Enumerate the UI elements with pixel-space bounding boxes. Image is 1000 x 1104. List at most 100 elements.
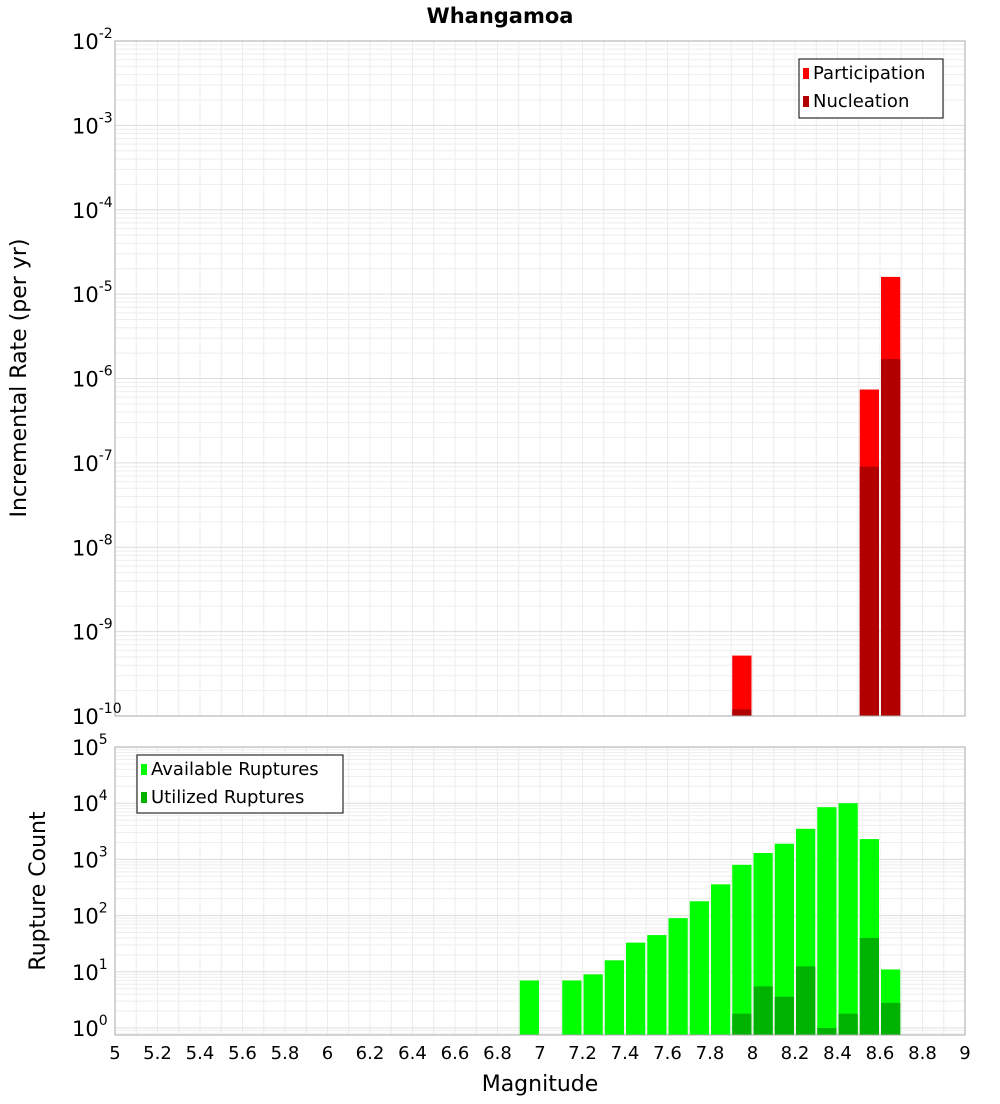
y-tick-exponent: -7 bbox=[99, 448, 113, 464]
x-tick-label: 8 bbox=[747, 1043, 758, 1064]
x-tick-label: 6 bbox=[322, 1043, 333, 1064]
x-tick-label: 6.8 bbox=[483, 1043, 512, 1064]
available-ruptures-bar bbox=[647, 935, 667, 1035]
y-tick-base: 10 bbox=[72, 199, 99, 223]
y-tick-label: 10-6 bbox=[72, 364, 113, 392]
y-tick-exponent: -9 bbox=[99, 617, 113, 633]
y-tick-base: 10 bbox=[72, 1017, 99, 1041]
y-tick-exponent: 3 bbox=[99, 844, 108, 860]
y-tick-base: 10 bbox=[72, 736, 99, 760]
available-ruptures-bar bbox=[562, 980, 582, 1035]
y-tick-label: 10-9 bbox=[72, 617, 113, 645]
y-tick-base: 10 bbox=[72, 368, 99, 392]
y-tick-label: 10-8 bbox=[72, 532, 113, 560]
y-tick-exponent: -5 bbox=[99, 279, 113, 295]
y-tick-exponent: 2 bbox=[99, 901, 108, 917]
utilized-ruptures-bar bbox=[817, 1027, 837, 1035]
available-ruptures-bar bbox=[838, 803, 858, 1035]
x-tick-label: 7.8 bbox=[696, 1043, 725, 1064]
y-tick-exponent: 4 bbox=[99, 788, 108, 804]
y-tick-base: 10 bbox=[72, 705, 99, 729]
y-tick-exponent: -4 bbox=[99, 195, 113, 211]
available-ruptures-bar bbox=[817, 807, 837, 1035]
x-tick-label: 9 bbox=[959, 1043, 970, 1064]
y-tick-label: 100 bbox=[72, 1013, 108, 1041]
y-tick-label: 10-7 bbox=[72, 448, 113, 476]
x-tick-label: 7 bbox=[534, 1043, 545, 1064]
legend-label: Nucleation bbox=[813, 91, 909, 112]
legend-swatch bbox=[141, 764, 147, 775]
y-tick-base: 10 bbox=[72, 283, 99, 307]
top-bars bbox=[732, 276, 901, 716]
top-y-axis-label: Incremental Rate (per yr) bbox=[7, 239, 32, 518]
y-tick-label: 10-10 bbox=[72, 701, 122, 729]
available-ruptures-bar bbox=[583, 974, 603, 1035]
y-tick-base: 10 bbox=[72, 792, 99, 816]
x-tick-label: 6.6 bbox=[441, 1043, 470, 1064]
x-tick-label: 5 bbox=[109, 1043, 120, 1064]
legend-box bbox=[798, 58, 944, 119]
x-tick-labels: 5 5.2 5.4 5.6 5.8 6 6.2 6.4 6.6 6.8 7 7.2 7.4 7.6 7.8 8… bbox=[109, 1043, 970, 1064]
y-tick-base: 10 bbox=[72, 961, 99, 985]
y-tick-exponent: -8 bbox=[99, 532, 113, 548]
y-tick-exponent: -2 bbox=[99, 26, 113, 42]
x-tick-label: 8.6 bbox=[866, 1043, 895, 1064]
available-ruptures-bar bbox=[604, 960, 624, 1035]
x-tick-label: 6.2 bbox=[356, 1043, 385, 1064]
available-ruptures-bar bbox=[626, 942, 646, 1035]
utilized-ruptures-bar bbox=[774, 996, 794, 1035]
bottom-legend: Available Ruptures Utilized Ruptures bbox=[136, 754, 344, 814]
chart-title: Whangamoa bbox=[427, 4, 574, 28]
x-tick-label: 7.2 bbox=[568, 1043, 597, 1064]
y-tick-base: 10 bbox=[72, 536, 99, 560]
x-tick-label: 5.6 bbox=[228, 1043, 257, 1064]
y-tick-base: 10 bbox=[72, 114, 99, 138]
x-tick-label: 5.2 bbox=[143, 1043, 172, 1064]
utilized-ruptures-bar bbox=[732, 1013, 752, 1035]
y-tick-exponent: -6 bbox=[99, 364, 113, 380]
x-tick-label: 7.4 bbox=[611, 1043, 640, 1064]
legend-swatch bbox=[141, 792, 147, 803]
nucleation-bar bbox=[732, 709, 752, 716]
utilized-ruptures-bar bbox=[881, 1002, 901, 1035]
y-tick-exponent: 5 bbox=[99, 732, 108, 748]
x-tick-label: 6.4 bbox=[398, 1043, 427, 1064]
y-tick-label: 10-3 bbox=[72, 110, 113, 138]
y-tick-base: 10 bbox=[72, 621, 99, 645]
available-ruptures-bar bbox=[689, 901, 709, 1035]
bottom-bars bbox=[519, 803, 901, 1035]
y-tick-exponent: 0 bbox=[99, 1013, 108, 1029]
legend-swatch bbox=[803, 68, 809, 79]
x-tick-label: 8.8 bbox=[908, 1043, 937, 1064]
x-tick-label: 5.8 bbox=[271, 1043, 300, 1064]
utilized-ruptures-bar bbox=[859, 937, 879, 1035]
bottom-y-axis-label: Rupture Count bbox=[26, 811, 51, 971]
available-ruptures-bar bbox=[711, 884, 731, 1035]
top-legend: Participation Nucleation bbox=[798, 58, 944, 119]
y-tick-exponent: 1 bbox=[99, 957, 108, 973]
available-ruptures-bar bbox=[668, 918, 688, 1035]
y-tick-label: 105 bbox=[72, 732, 108, 760]
y-tick-exponent: -3 bbox=[99, 110, 113, 126]
y-tick-label: 102 bbox=[72, 901, 108, 929]
bottom-plot-frame bbox=[114, 746, 966, 1036]
available-ruptures-bar bbox=[519, 980, 539, 1035]
legend-swatch bbox=[803, 96, 809, 107]
y-tick-base: 10 bbox=[72, 452, 99, 476]
legend-box bbox=[136, 754, 344, 814]
participation-bar bbox=[732, 655, 752, 716]
y-tick-label: 10-4 bbox=[72, 195, 113, 223]
y-tick-label: 104 bbox=[72, 788, 108, 816]
x-tick-label: 8.2 bbox=[781, 1043, 810, 1064]
legend-label: Available Ruptures bbox=[151, 759, 319, 780]
y-tick-base: 10 bbox=[72, 848, 99, 872]
x-tick-label: 8.4 bbox=[823, 1043, 852, 1064]
y-tick-base: 10 bbox=[72, 905, 99, 929]
y-tick-label: 101 bbox=[72, 957, 108, 985]
nucleation-bar bbox=[859, 466, 879, 716]
x-tick-label: 7.6 bbox=[653, 1043, 682, 1064]
legend-label: Utilized Ruptures bbox=[151, 787, 304, 808]
